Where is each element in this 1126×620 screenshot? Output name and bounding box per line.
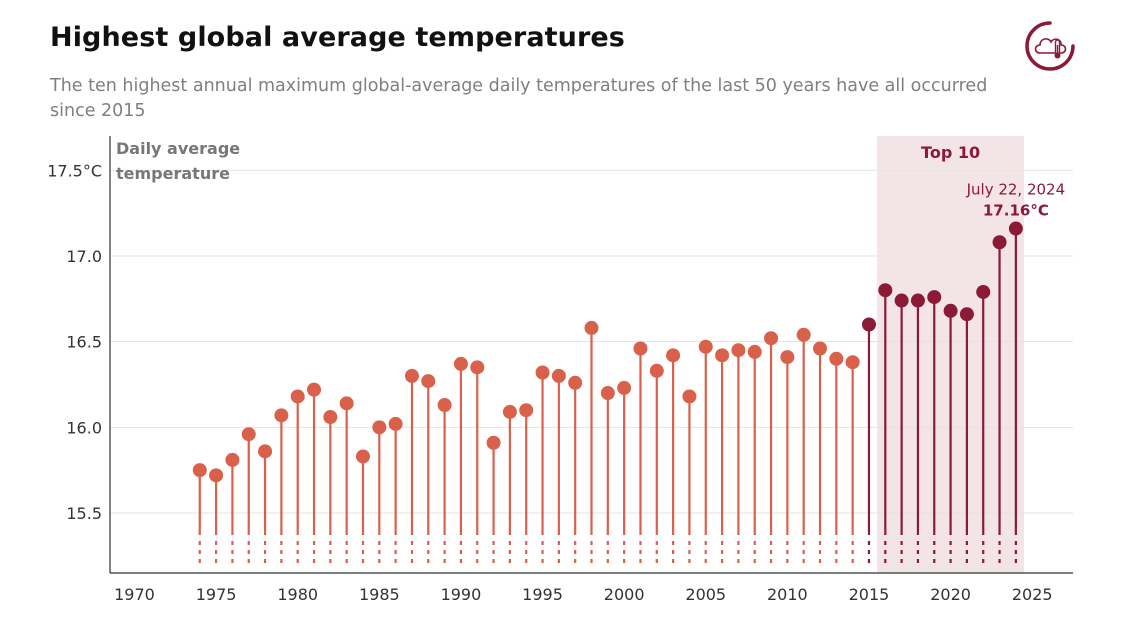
x-tick-label: 2020 <box>930 585 971 604</box>
lollipop-point <box>470 360 485 375</box>
lollipop-point <box>959 307 974 322</box>
lollipop-point <box>241 427 256 442</box>
lollipop-point <box>715 348 730 363</box>
lollipop-point <box>486 435 501 450</box>
lollipop-point <box>731 343 746 358</box>
lollipop-point <box>355 449 370 464</box>
lollipop-point <box>258 444 273 459</box>
lollipop-point <box>943 303 958 318</box>
lollipop-point <box>323 410 338 425</box>
lollipop-point <box>307 382 322 397</box>
lollipop-point <box>649 363 664 378</box>
lollipop-point <box>666 348 681 363</box>
lollipop-point <box>813 341 828 356</box>
annotation-value: 17.16°C <box>983 202 1049 220</box>
lollipop-point <box>910 293 925 308</box>
x-tick-label: 1985 <box>359 585 400 604</box>
annotation-date: July 22, 2024 <box>966 181 1066 199</box>
lollipop-point <box>878 283 893 298</box>
x-tick-label: 2010 <box>767 585 808 604</box>
x-tick-label: 1980 <box>277 585 318 604</box>
lollipop-point <box>780 350 795 365</box>
lollipop-point <box>976 284 991 299</box>
y-tick-label: 16.0 <box>66 418 102 437</box>
y-tick-label: 17.0 <box>66 247 102 266</box>
lollipop-point <box>274 408 289 423</box>
lollipop-point <box>421 374 436 389</box>
lollipop-point <box>992 235 1007 250</box>
lollipop-point <box>535 365 550 380</box>
lollipop-point <box>698 339 713 354</box>
x-tick-label: 1990 <box>441 585 482 604</box>
lollipop-point <box>339 396 354 411</box>
lollipop-point <box>845 355 860 370</box>
y-axis-label-line-2: temperature <box>116 164 230 183</box>
y-tick-label: 15.5 <box>66 504 102 523</box>
x-tick-label: 2015 <box>849 585 890 604</box>
y-tick-label: 16.5 <box>66 333 102 352</box>
lollipop-point <box>584 320 599 335</box>
lollipop-point <box>747 344 762 359</box>
lollipop-point <box>568 375 583 390</box>
lollipop-point <box>682 389 697 404</box>
x-tick-label: 1995 <box>522 585 563 604</box>
lollipop-point <box>388 416 403 431</box>
lollipop-point <box>861 317 876 332</box>
cloud-thermometer-icon <box>1025 21 1075 71</box>
lollipop-point <box>1008 221 1023 236</box>
lollipop-point <box>617 380 632 395</box>
lollipop-point <box>600 386 615 401</box>
top10-label: Top 10 <box>921 143 980 162</box>
lollipop-point <box>437 398 452 413</box>
x-tick-label: 2005 <box>685 585 726 604</box>
lollipop-point <box>290 389 305 404</box>
lollipop-point <box>404 368 419 383</box>
chart-title: Highest global average temperatures <box>50 22 625 53</box>
x-tick-label: 2000 <box>604 585 645 604</box>
lollipop-point <box>502 404 517 419</box>
lollipop-point <box>453 356 468 371</box>
lollipop-point <box>894 293 909 308</box>
lollipop-point <box>764 331 779 346</box>
lollipop-point <box>927 290 942 305</box>
chart-subtitle: The ten highest annual maximum global-av… <box>50 76 988 121</box>
y-axis-label-line-1: Daily average <box>116 139 240 158</box>
lollipop-point <box>209 468 224 483</box>
lollipop-point <box>372 420 387 435</box>
lollipop-point <box>192 463 207 478</box>
lollipop-point <box>829 351 844 366</box>
y-tick-label: 17.5°C <box>47 161 102 180</box>
lollipop-point <box>796 327 811 342</box>
x-tick-label: 1970 <box>114 585 155 604</box>
x-tick-label: 2025 <box>1012 585 1053 604</box>
lollipop-point <box>633 341 648 356</box>
lollipop-point <box>551 368 566 383</box>
lollipop-point <box>225 452 240 467</box>
lollipop-point <box>519 403 534 418</box>
x-tick-label: 1975 <box>196 585 237 604</box>
